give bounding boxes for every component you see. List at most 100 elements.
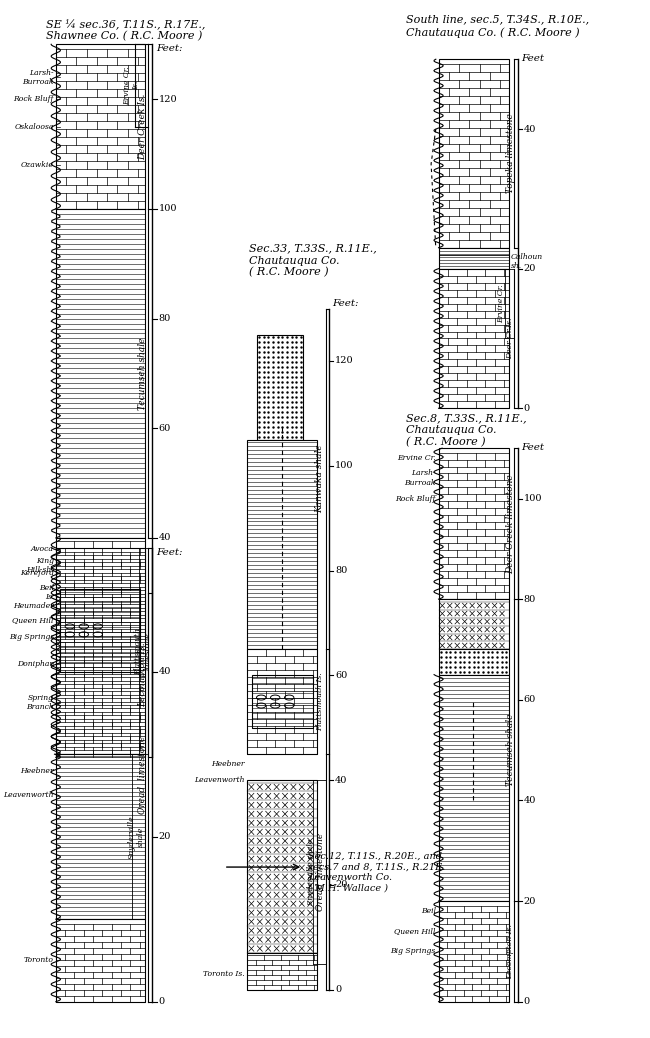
Text: Queen Hill: Queen Hill bbox=[395, 927, 436, 935]
Text: Spring
Branch: Spring Branch bbox=[26, 694, 54, 711]
Text: Big Springs: Big Springs bbox=[391, 948, 436, 955]
Bar bbox=[247, 439, 317, 649]
Text: Larsh-: Larsh- bbox=[411, 469, 436, 477]
Text: 100: 100 bbox=[335, 461, 354, 470]
Text: Oread  limestone: Oread limestone bbox=[315, 832, 324, 911]
Text: SE ¼ sec.36, T.11S., R.17E.,: SE ¼ sec.36, T.11S., R.17E., bbox=[47, 20, 206, 30]
Ellipse shape bbox=[93, 624, 103, 629]
Text: 40: 40 bbox=[159, 667, 171, 676]
Ellipse shape bbox=[270, 695, 280, 700]
Text: Deer Creek Is.: Deer Creek Is. bbox=[138, 93, 147, 160]
Text: Ervine Cr.: Ervine Cr. bbox=[497, 284, 505, 323]
Ellipse shape bbox=[79, 632, 88, 637]
Ellipse shape bbox=[270, 703, 280, 708]
Text: Sec.8, T.33S., R.11E.,: Sec.8, T.33S., R.11E., bbox=[406, 413, 526, 424]
Text: Feet:: Feet: bbox=[157, 45, 183, 53]
Text: 40: 40 bbox=[335, 775, 347, 785]
Bar bbox=[439, 675, 508, 901]
Text: ( R.C. Moore ): ( R.C. Moore ) bbox=[406, 437, 486, 447]
Text: 0: 0 bbox=[159, 998, 164, 1006]
Bar bbox=[439, 448, 508, 599]
Text: 40: 40 bbox=[159, 534, 171, 543]
Bar bbox=[252, 676, 313, 728]
Ellipse shape bbox=[285, 695, 294, 700]
Text: Heebner: Heebner bbox=[20, 767, 54, 774]
Text: 100: 100 bbox=[523, 494, 542, 503]
Bar bbox=[439, 269, 508, 408]
Text: 80: 80 bbox=[523, 595, 536, 604]
Text: Avoca: Avoca bbox=[31, 545, 54, 553]
Text: 0: 0 bbox=[523, 404, 530, 413]
Text: Calhoun
sh.: Calhoun sh. bbox=[510, 253, 543, 270]
Ellipse shape bbox=[257, 695, 266, 700]
Text: 40: 40 bbox=[523, 796, 536, 804]
Text: Toronto: Toronto bbox=[24, 956, 54, 964]
Text: Kereford: Kereford bbox=[20, 569, 54, 577]
Bar bbox=[439, 901, 508, 1002]
Text: South line, sec.5, T.34S., R.10E.,: South line, sec.5, T.34S., R.10E., bbox=[406, 15, 589, 24]
Text: Beil
Is.: Beil Is. bbox=[39, 584, 54, 601]
Text: Feet: Feet bbox=[521, 54, 543, 63]
Text: Deer Creek limestone: Deer Creek limestone bbox=[506, 473, 515, 574]
Text: ( R.C. Moore ): ( R.C. Moore ) bbox=[249, 268, 329, 277]
Text: Big Springs: Big Springs bbox=[8, 633, 54, 640]
Bar bbox=[247, 649, 317, 754]
Ellipse shape bbox=[93, 632, 103, 637]
Text: 0: 0 bbox=[335, 985, 341, 994]
Bar bbox=[60, 590, 140, 672]
Text: Snyderville
shale: Snyderville shale bbox=[127, 815, 145, 858]
Text: 120: 120 bbox=[159, 94, 177, 104]
Bar bbox=[439, 650, 508, 675]
Text: Kanwaka shale: Kanwaka shale bbox=[315, 444, 324, 513]
Bar bbox=[56, 538, 144, 758]
Text: Chautauqua Co.: Chautauqua Co. bbox=[406, 426, 497, 435]
Bar bbox=[257, 335, 303, 439]
Text: Snyderville shale: Snyderville shale bbox=[307, 839, 315, 905]
Text: Leavenworth: Leavenworth bbox=[3, 791, 54, 799]
Text: Feet:: Feet: bbox=[157, 548, 183, 557]
Ellipse shape bbox=[65, 632, 75, 637]
Text: Queen Hill: Queen Hill bbox=[12, 617, 54, 624]
Ellipse shape bbox=[257, 703, 266, 708]
Text: 60: 60 bbox=[523, 695, 536, 705]
Text: Sec.12, T.11S., R.20E., and
secs.7 and 8, T.11S., R.21E.
Leavenworth Co.
( M.H. : Sec.12, T.11S., R.20E., and secs.7 and 8… bbox=[308, 852, 445, 893]
Text: 100: 100 bbox=[159, 204, 177, 214]
Text: Deer Cr.Is.: Deer Cr.Is. bbox=[506, 318, 514, 359]
Bar bbox=[439, 599, 508, 650]
Text: 20: 20 bbox=[335, 880, 347, 890]
Text: 80: 80 bbox=[335, 566, 347, 575]
Text: Feet: Feet bbox=[521, 443, 543, 453]
Bar bbox=[56, 209, 144, 538]
Text: Feet:: Feet: bbox=[332, 299, 359, 307]
Bar bbox=[439, 59, 508, 248]
Bar bbox=[56, 548, 144, 755]
Text: 120: 120 bbox=[335, 356, 354, 365]
Ellipse shape bbox=[79, 624, 88, 629]
Text: Shawnee Co. ( R.C. Moore ): Shawnee Co. ( R.C. Moore ) bbox=[47, 31, 203, 42]
Text: 20: 20 bbox=[159, 832, 171, 841]
Text: Plattsmouth Is.: Plattsmouth Is. bbox=[316, 673, 324, 731]
Text: Chautauqua Co. ( R.C. Moore ): Chautauqua Co. ( R.C. Moore ) bbox=[406, 27, 580, 37]
Bar bbox=[439, 248, 508, 269]
Text: Ervine Cr.: Ervine Cr. bbox=[397, 455, 436, 462]
Bar bbox=[56, 920, 144, 1002]
Text: Doniphan: Doniphan bbox=[17, 660, 54, 668]
Text: Heumader: Heumader bbox=[13, 602, 54, 609]
Text: Heebner: Heebner bbox=[211, 761, 244, 768]
Text: Chautauqua Co.: Chautauqua Co. bbox=[249, 255, 339, 266]
Text: Beil: Beil bbox=[421, 907, 436, 916]
Text: 20: 20 bbox=[523, 897, 536, 905]
Text: Rock Bluff: Rock Bluff bbox=[14, 95, 54, 103]
Text: Oread  limestone: Oread limestone bbox=[138, 736, 147, 814]
Bar bbox=[56, 45, 144, 209]
Bar bbox=[56, 755, 144, 920]
Ellipse shape bbox=[285, 703, 294, 708]
Text: 0: 0 bbox=[523, 998, 530, 1006]
Text: Plattsmouth
limestone: Plattsmouth limestone bbox=[134, 628, 151, 675]
Text: Tecumseh shale: Tecumseh shale bbox=[506, 714, 515, 787]
Bar bbox=[247, 781, 317, 953]
Text: 60: 60 bbox=[335, 671, 347, 680]
Text: Leavenworth: Leavenworth bbox=[194, 776, 244, 784]
Text: 80: 80 bbox=[159, 315, 171, 323]
Ellipse shape bbox=[65, 624, 75, 629]
